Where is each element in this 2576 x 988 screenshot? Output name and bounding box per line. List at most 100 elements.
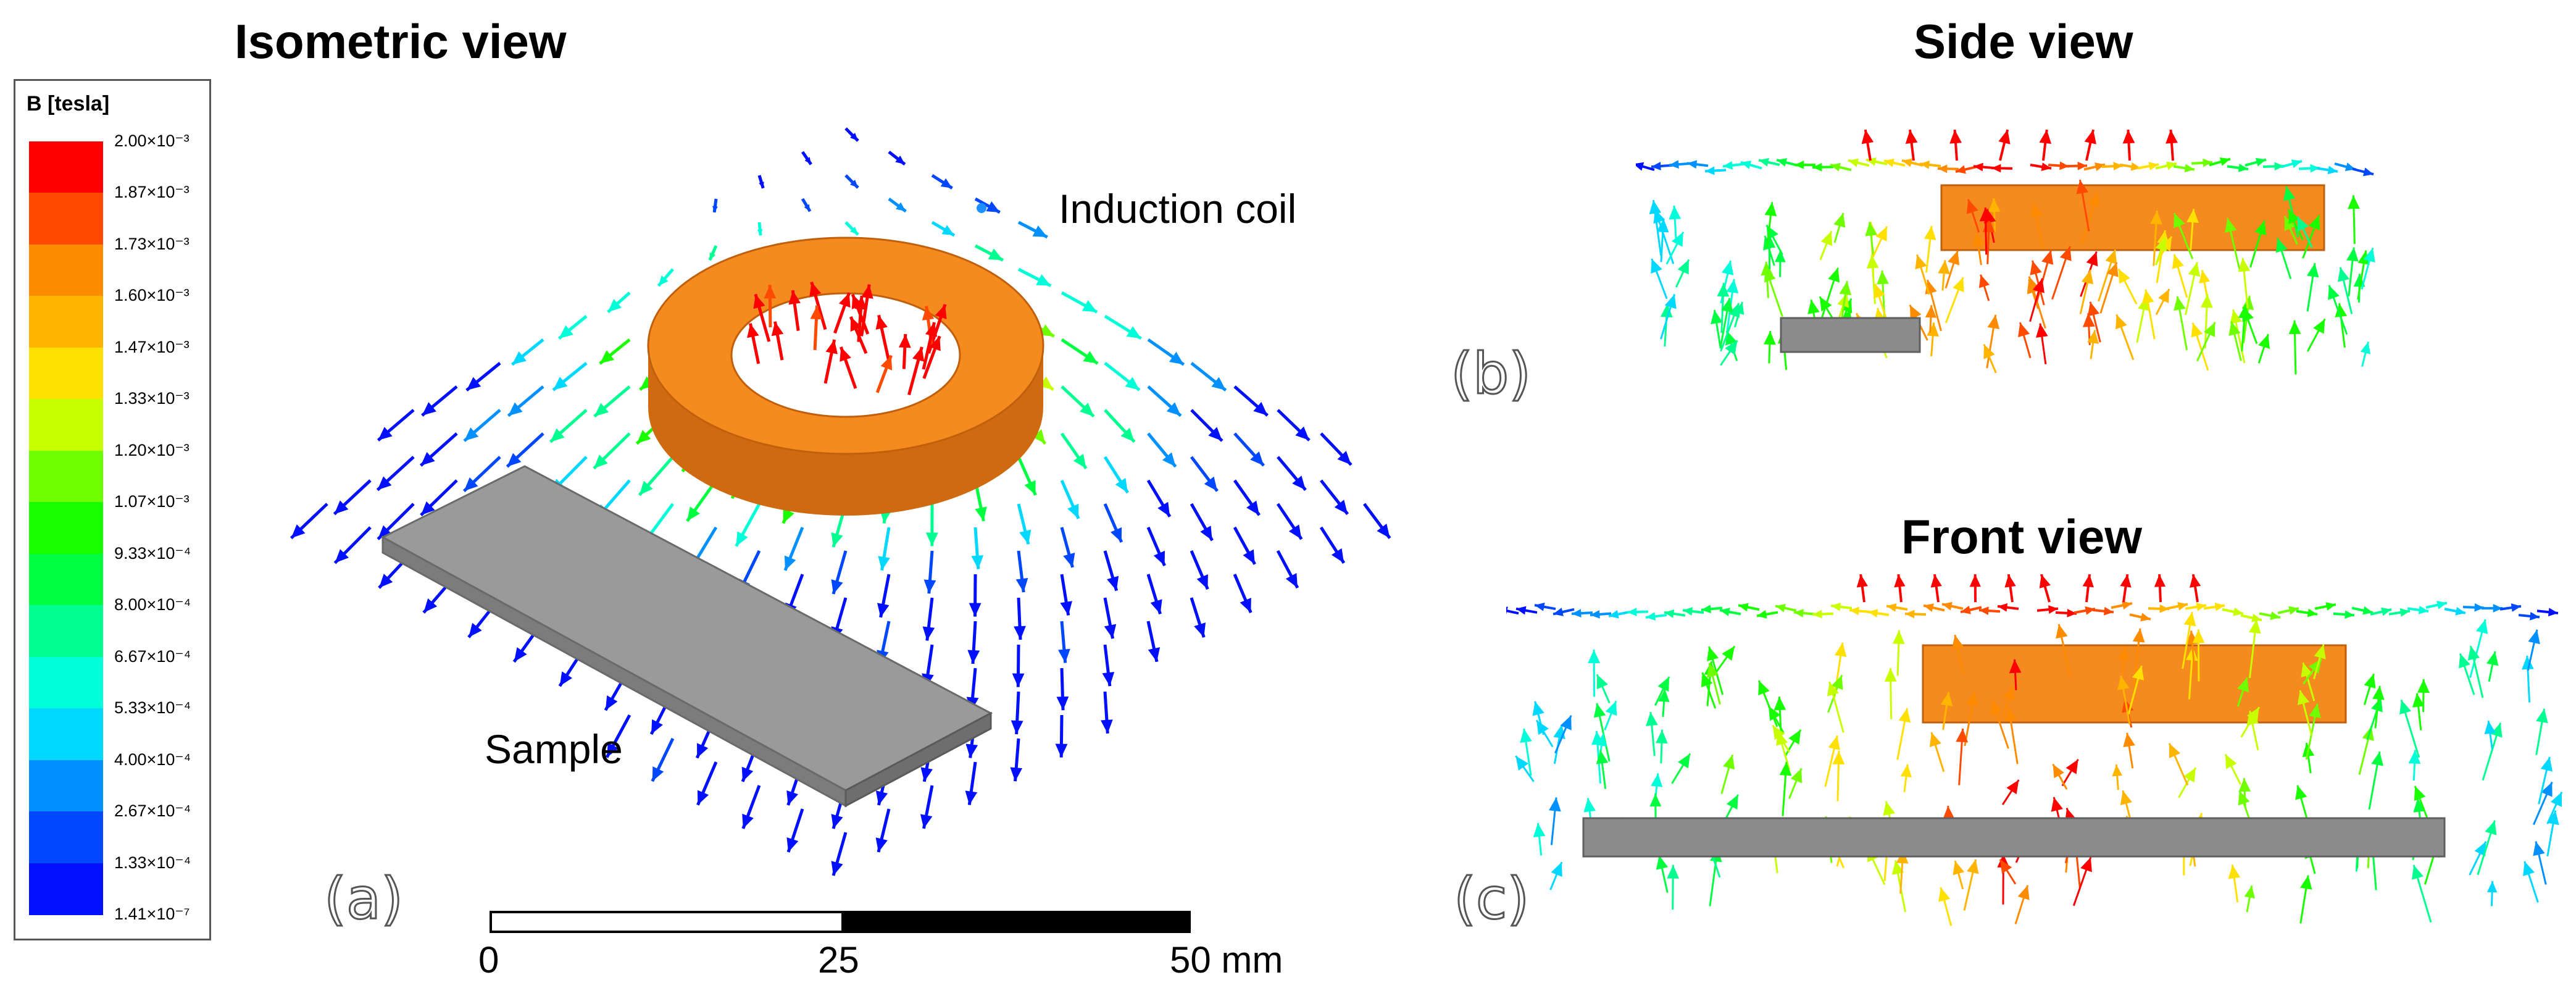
field-vector-arrow (1867, 609, 1890, 618)
field-vector-arrow (1319, 526, 1346, 564)
field-vector-arrow (708, 245, 718, 261)
field-vector-arrow (1998, 129, 2011, 161)
field-vector-arrow (549, 409, 588, 443)
field-vector-arrow (1900, 764, 1912, 792)
field-vector-arrow (2298, 164, 2320, 173)
field-vector-arrow (1011, 691, 1023, 735)
field-vector-arrow (2275, 237, 2292, 280)
field-vector-arrow (2191, 158, 2213, 167)
field-vector-arrow (2538, 756, 2553, 805)
field-vector-arrow (1775, 249, 1786, 277)
panel-label-c: (c) (1453, 866, 1530, 932)
field-vector-arrow (1717, 283, 1730, 333)
field-vector-arrow (2296, 608, 2318, 618)
legend-tick-label: 5.33×10⁻⁴ (114, 698, 191, 718)
field-vector-arrow (2417, 679, 2430, 713)
field-vector-arrow (2081, 191, 2100, 244)
field-vector-arrow (2155, 237, 2167, 266)
field-vector-arrow (2533, 841, 2547, 885)
field-vector-arrow (1833, 212, 1846, 243)
field-vector-arrow (1960, 605, 1982, 614)
field-vector-arrow (1955, 165, 1977, 174)
field-vector-arrow (2484, 720, 2496, 750)
field-vector-arrow (2098, 249, 2117, 302)
field-vector-arrow (1103, 456, 1129, 494)
field-vector-arrow (2425, 600, 2448, 609)
field-vector-arrow (2087, 301, 2101, 343)
field-vector-arrow (465, 362, 501, 391)
field-vector-arrow (1915, 254, 1930, 295)
field-vector-arrow (922, 322, 938, 370)
field-vector-arrow (2155, 161, 2177, 170)
field-vector-arrow (2240, 613, 2262, 622)
field-vector-arrow (764, 285, 777, 328)
field-vector-arrow (1190, 409, 1223, 442)
field-vector-arrow (783, 527, 804, 571)
field-vector-arrow (1658, 689, 1670, 718)
field-vector-arrow (2358, 726, 2374, 775)
field-vector-arrow (1554, 714, 1572, 754)
field-vector-arrow (922, 597, 935, 641)
field-vector-arrow (1015, 550, 1028, 593)
field-vector-arrow (2154, 574, 2166, 603)
sample-bar (1780, 317, 1921, 353)
field-vector-arrow (1719, 298, 1733, 349)
field-vector-arrow (2127, 665, 2145, 715)
field-vector-arrow (1978, 274, 1990, 301)
isometric-view-diagram (290, 127, 1391, 876)
field-vector-arrow (376, 456, 415, 492)
field-vector-arrow (1930, 574, 1942, 603)
field-vector-arrow (593, 432, 631, 470)
field-vector-arrow (1715, 645, 1736, 672)
field-vector-arrow (1756, 609, 1778, 619)
field-vector-arrow (1233, 385, 1269, 417)
field-vector-arrow (2201, 294, 2213, 349)
field-vector-arrow (2469, 841, 2487, 876)
legend-swatch (29, 296, 103, 348)
field-vector-arrow (2119, 162, 2141, 171)
field-vector-arrow (1276, 503, 1303, 540)
field-vector-arrow (2014, 885, 2030, 924)
field-vector-arrow (290, 503, 328, 540)
field-vector-arrow (1949, 129, 1962, 161)
field-vector-arrow (1865, 222, 1877, 256)
field-vector-arrow (2185, 602, 2207, 611)
field-vector-arrow (1055, 714, 1068, 758)
field-vector-arrow (1827, 681, 1844, 733)
field-vector-arrow (1740, 161, 1762, 170)
field-vector-arrow (1927, 322, 1939, 357)
field-vector-arrow (651, 737, 675, 782)
field-vector-arrow (925, 503, 938, 546)
field-vector-arrow (1776, 158, 1798, 167)
field-vector-arrow (2238, 777, 2251, 809)
legend-tick-label: 1.33×10⁻³ (114, 389, 190, 408)
field-vector-arrow (605, 714, 631, 758)
field-vector-arrow (420, 479, 458, 517)
field-vector-arrow (1671, 753, 1691, 784)
field-vector-arrow (1779, 761, 1792, 816)
field-vector-arrow (2074, 606, 2096, 615)
legend-swatch (29, 141, 103, 194)
field-vector-arrow (833, 292, 851, 334)
field-vector-arrow (2351, 606, 2374, 615)
field-vector-arrow (1060, 479, 1080, 519)
field-vector-arrow (1660, 303, 1673, 347)
field-vector-arrow (2295, 785, 2309, 823)
field-vector-arrow (558, 315, 588, 340)
field-vector-arrow (1830, 602, 1853, 611)
field-vector-arrow (2087, 330, 2099, 359)
legend-tick-label: 1.07×10⁻³ (114, 492, 190, 511)
field-vector-arrow (1686, 160, 1709, 169)
field-vector-arrow (2522, 655, 2534, 703)
field-vector-arrow (922, 335, 941, 379)
field-vector-arrow (2546, 791, 2563, 824)
field-vector-arrow (1819, 230, 1833, 261)
field-vector-arrow (1764, 330, 1776, 364)
field-vector-arrow (1956, 728, 1969, 785)
color-legend: B [tesla] 2.00×10⁻³ 1.87×10⁻³ 1.73×10⁻³ 1.6… (14, 79, 211, 940)
field-vector-arrow (2115, 314, 2135, 361)
field-vector-arrow (2192, 629, 2205, 682)
field-vector-arrow (1534, 602, 1556, 611)
field-vector-arrow (1549, 797, 1561, 845)
field-vector-arrow (1832, 750, 1845, 802)
